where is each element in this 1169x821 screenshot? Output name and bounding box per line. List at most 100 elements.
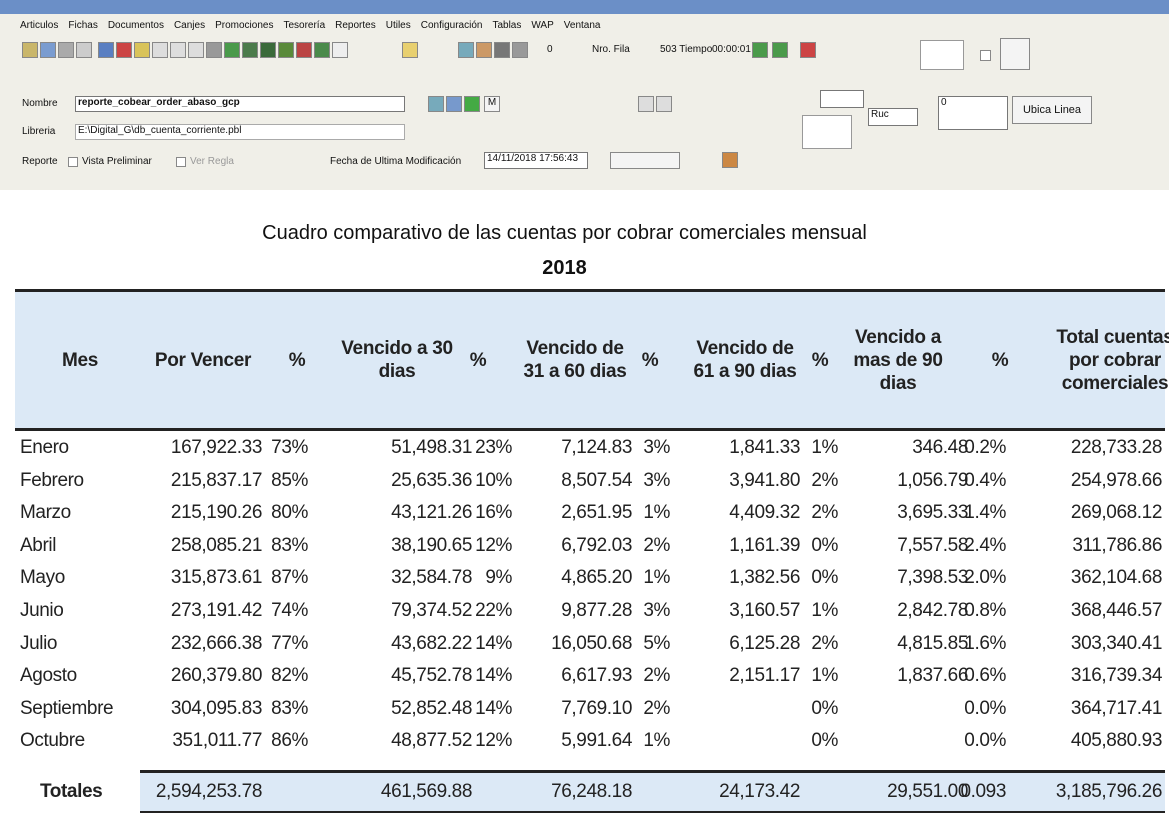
table-cell: 10% [475, 469, 512, 491]
preview-label[interactable]: Vista Preliminar [82, 156, 152, 167]
menu-item[interactable]: Promociones [215, 20, 274, 31]
menu-item[interactable]: Canjes [173, 20, 206, 31]
ruc-field[interactable]: Ruc [868, 108, 918, 126]
table-cell: 311,786.86 [1072, 534, 1162, 556]
totals-cell: 24,173.42 [719, 781, 800, 802]
table-cell: 1% [643, 502, 670, 524]
table-cell: 215,190.26 [170, 502, 262, 524]
icon[interactable] [638, 96, 654, 112]
icon[interactable] [242, 42, 258, 58]
table-cell: 2% [643, 665, 670, 687]
table-cell: 52,852.48 [391, 697, 472, 719]
icon[interactable] [800, 42, 816, 58]
checkbox[interactable] [68, 157, 78, 167]
table-cell: 2% [643, 534, 670, 556]
table-cell: 12% [475, 534, 512, 556]
table-cell: 1% [643, 730, 670, 752]
blank-field[interactable] [820, 90, 864, 108]
table-cell: 16% [475, 502, 512, 524]
time: 00:00:01 [712, 44, 751, 55]
menu-item[interactable]: Fichas [68, 20, 98, 31]
icon[interactable] [98, 42, 114, 58]
menu-item[interactable]: WAP [531, 20, 554, 31]
menu-item[interactable]: Configuración [420, 20, 483, 31]
table-cell: 7,398.53 [897, 567, 968, 589]
icon[interactable] [296, 42, 312, 58]
menu-item[interactable]: Articulos [20, 20, 59, 31]
table-cell: 1,837.66 [897, 665, 968, 687]
menu-item[interactable]: Documentos [107, 20, 164, 31]
table-cell: 1,161.39 [729, 534, 800, 556]
column-header: % [811, 349, 829, 371]
search-button[interactable] [1000, 38, 1030, 70]
icon[interactable] [656, 96, 672, 112]
table-cell: 16,050.68 [551, 632, 632, 654]
table-cell: 12% [475, 730, 512, 752]
library-label: Libreria [22, 126, 56, 137]
icon[interactable] [134, 42, 150, 58]
table-cell: 4,815.85 [897, 632, 968, 654]
library-field[interactable]: E:\Digital_G\db_cuenta_corriente.pbl [75, 124, 405, 140]
icon[interactable] [58, 42, 74, 58]
table-cell: 6,617.93 [561, 665, 632, 687]
m-button[interactable]: M [484, 96, 500, 112]
table-cell: 1% [811, 437, 838, 458]
table-cell: 1.4% [964, 502, 1006, 524]
table-cell: 228,733.28 [1070, 437, 1162, 458]
blank-field[interactable] [802, 115, 852, 149]
icon[interactable] [170, 42, 186, 58]
icon[interactable] [188, 42, 204, 58]
table-cell: 7,769.10 [561, 697, 632, 719]
menu-item[interactable]: Reportes [335, 20, 376, 31]
table-cell: 1% [811, 600, 838, 621]
icon[interactable] [260, 42, 276, 58]
menu-item[interactable]: Utiles [385, 20, 411, 31]
column-header: % [469, 349, 487, 371]
ruc-value[interactable]: 0 [938, 96, 1008, 130]
icon[interactable] [278, 42, 294, 58]
icon[interactable] [402, 42, 418, 58]
checkbox[interactable] [176, 157, 186, 167]
icon[interactable] [332, 42, 348, 58]
table-cell: 77% [271, 632, 308, 654]
zero-label: 0 [547, 44, 553, 55]
table-cell: 3% [643, 437, 670, 458]
totals-cell: 0.093 [960, 781, 1006, 802]
icon[interactable] [76, 42, 92, 58]
icon[interactable] [494, 42, 510, 58]
icon[interactable] [116, 42, 132, 58]
menu-item[interactable]: Ventana [563, 20, 601, 31]
icon[interactable] [40, 42, 56, 58]
icon[interactable] [22, 42, 38, 58]
menu-item[interactable]: Tesorería [283, 20, 326, 31]
icon[interactable] [458, 42, 474, 58]
table-cell: 3% [643, 600, 670, 621]
icon[interactable] [314, 42, 330, 58]
column-header: Por Vencer [154, 349, 252, 371]
icon[interactable] [464, 96, 480, 112]
ruler-label[interactable]: Ver Regla [190, 156, 234, 167]
icon[interactable] [428, 96, 444, 112]
icon[interactable] [476, 42, 492, 58]
icon[interactable] [752, 42, 768, 58]
locate-button[interactable]: Ubica Linea [1012, 96, 1092, 124]
icon[interactable] [722, 152, 738, 168]
icon[interactable] [224, 42, 240, 58]
table-cell: 3,941.80 [729, 469, 800, 491]
name-field[interactable]: reporte_cobear_order_abaso_gcp [75, 96, 405, 112]
month-label: Marzo [20, 502, 71, 524]
icon[interactable] [152, 42, 168, 58]
table-cell: 73% [271, 437, 308, 458]
nav-buttons[interactable] [610, 152, 680, 169]
icon[interactable] [206, 42, 222, 58]
checkbox[interactable] [980, 50, 991, 61]
icon[interactable] [446, 96, 462, 112]
menu-item[interactable]: Tablas [492, 20, 522, 31]
table-cell: 0.0% [964, 730, 1006, 752]
icon[interactable] [772, 42, 788, 58]
blank-field[interactable] [920, 40, 964, 70]
table-cell: 5,991.64 [561, 730, 632, 752]
report-label: Reporte [22, 156, 58, 167]
icon[interactable] [512, 42, 528, 58]
table-cell: 368,446.57 [1070, 600, 1162, 621]
